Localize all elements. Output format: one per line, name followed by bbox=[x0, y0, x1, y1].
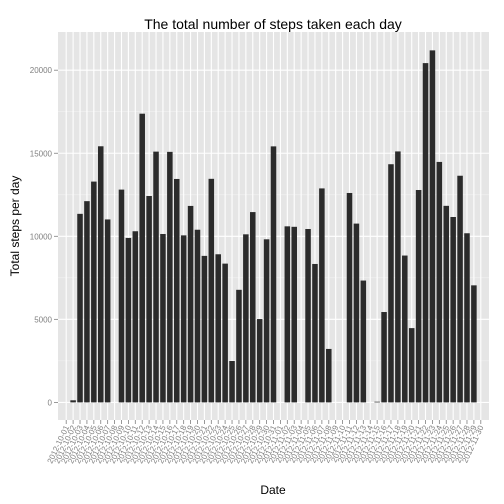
bar bbox=[77, 213, 83, 403]
bar bbox=[153, 151, 159, 403]
bar bbox=[346, 192, 353, 403]
bar bbox=[436, 161, 443, 403]
bar bbox=[222, 263, 228, 403]
x-axis-title: Date bbox=[260, 483, 286, 497]
bar bbox=[104, 219, 111, 403]
y-tick-label: 20000 bbox=[30, 66, 53, 75]
bar bbox=[291, 226, 297, 403]
bar bbox=[146, 196, 152, 403]
y-axis-title: Total steps per day bbox=[8, 176, 22, 277]
bar bbox=[194, 229, 201, 403]
bar bbox=[139, 113, 145, 403]
bar bbox=[84, 201, 90, 403]
bar bbox=[457, 175, 463, 403]
chart-title: The total number of steps taken each day bbox=[144, 16, 402, 32]
y-tick-label: 10000 bbox=[30, 232, 53, 241]
bar bbox=[132, 231, 139, 403]
bar bbox=[471, 285, 477, 403]
bar bbox=[326, 348, 332, 403]
y-tick-label: 15000 bbox=[30, 149, 53, 158]
bar bbox=[91, 181, 97, 403]
bar bbox=[250, 212, 256, 403]
bar bbox=[395, 151, 401, 403]
bar bbox=[236, 289, 242, 403]
bar bbox=[312, 263, 318, 403]
bar bbox=[263, 239, 270, 403]
bar bbox=[374, 401, 380, 403]
bar bbox=[173, 178, 180, 403]
y-tick-label: 5000 bbox=[34, 315, 52, 324]
bar bbox=[388, 164, 394, 403]
bar bbox=[125, 237, 132, 403]
bar bbox=[167, 151, 173, 403]
bar bbox=[381, 312, 387, 403]
bar bbox=[353, 223, 360, 403]
bar bbox=[118, 189, 125, 403]
bar bbox=[450, 216, 456, 403]
bar bbox=[201, 255, 208, 403]
bar bbox=[270, 146, 277, 403]
bar bbox=[97, 146, 104, 403]
bar bbox=[464, 233, 470, 403]
bar bbox=[360, 280, 367, 403]
bar bbox=[215, 254, 221, 403]
bar bbox=[422, 63, 429, 403]
bars bbox=[63, 50, 484, 403]
bar bbox=[208, 178, 215, 403]
bar bbox=[160, 233, 166, 403]
bar bbox=[443, 205, 450, 403]
x-axis-ticks: 2012-10-012012-10-022012-10-032012-10-04… bbox=[46, 420, 486, 465]
bar bbox=[284, 226, 291, 403]
bar bbox=[243, 234, 249, 403]
bar bbox=[402, 255, 408, 403]
bar bbox=[408, 328, 415, 403]
bar bbox=[305, 229, 311, 403]
bar bbox=[415, 190, 422, 403]
bar bbox=[70, 400, 76, 403]
bar bbox=[429, 50, 436, 403]
y-axis-ticks: 0 5000 10000 15000 20000 bbox=[30, 66, 58, 407]
bar bbox=[256, 319, 263, 403]
bar bbox=[229, 361, 235, 403]
bar bbox=[180, 235, 187, 403]
bar bbox=[187, 205, 194, 403]
bar bbox=[319, 188, 325, 403]
y-tick-label: 0 bbox=[48, 398, 53, 407]
